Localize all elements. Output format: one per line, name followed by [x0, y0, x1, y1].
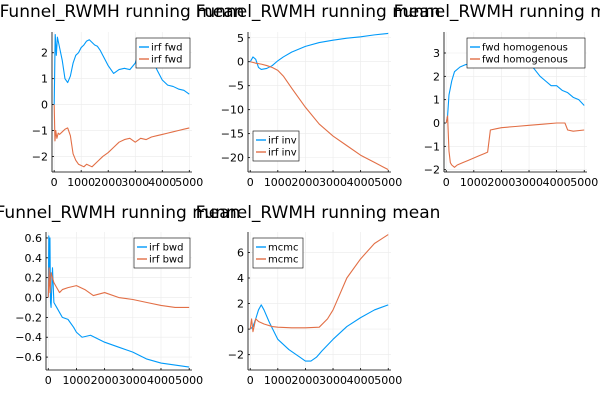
x-tick-label: 3000	[119, 374, 147, 387]
x-tick-label: 2000	[291, 374, 319, 387]
y-tick-label: −1	[424, 140, 440, 153]
chart-title: Funnel_RWMH running mean	[196, 2, 441, 22]
x-tick-label: 1000	[460, 176, 488, 189]
subplot-3: 0 1000 2000 3000 4000 5000 −2 −1 0 1 2 3 fwd homogen…	[424, 32, 598, 189]
x-tick-label: 5000	[570, 176, 598, 189]
x-tick-label: 5000	[175, 374, 203, 387]
x-tick-label: 4000	[347, 374, 375, 387]
legend-label: irf inv	[268, 136, 297, 147]
series-line-1	[249, 304, 389, 362]
x-tick-label: 5000	[374, 176, 402, 189]
legend-box	[135, 37, 191, 69]
y-tick-label: −0.4	[15, 331, 42, 344]
y-tick-label: −2	[228, 349, 244, 362]
series-line-2	[250, 61, 389, 171]
x-tick-label: 3000	[319, 176, 347, 189]
y-tick-label: 0.6	[25, 232, 43, 245]
x-tick-label: 2000	[94, 176, 122, 189]
y-tick-label: 1	[433, 94, 440, 107]
y-tick-label: 0	[433, 117, 440, 130]
x-tick-label: 5000	[374, 374, 402, 387]
legend-label: irf bwd	[149, 243, 183, 254]
subplot-4: 0 1000 2000 3000 4000 5000 −0.6 −0.4 −0.2 0.0 0.2 0…	[15, 232, 203, 387]
y-tick-label: 0	[41, 99, 48, 112]
chart-title: Funnel_RWMH running mean	[196, 203, 441, 223]
x-tick-label: 2000	[91, 374, 119, 387]
y-tick-label: 0	[237, 323, 244, 336]
x-tick-label: 2000	[487, 176, 515, 189]
legend-label: irf fwd	[151, 55, 182, 66]
x-tick-label: 4000	[147, 374, 175, 387]
x-tick-label: 3000	[319, 374, 347, 387]
x-tick-label: 3000	[121, 176, 149, 189]
y-tick-label: −15	[221, 128, 244, 141]
legend-label: irf bwd	[149, 255, 183, 266]
legend-label: mcmc	[268, 243, 298, 254]
legend-label: irf inv	[268, 148, 297, 159]
series-line-2	[53, 104, 190, 168]
x-tick-label: 1000	[264, 176, 292, 189]
x-tick-label: 0	[247, 374, 254, 387]
y-tick-label: 0	[237, 56, 244, 69]
x-tick-label: 4000	[148, 176, 176, 189]
chart-title: Funnel_RWMH running mean	[0, 2, 244, 22]
x-tick-label: 1000	[67, 176, 95, 189]
series-line-2	[249, 234, 389, 333]
y-tick-label: 3	[433, 47, 440, 60]
chart-title: Funnel_RWMH running mean	[0, 203, 240, 223]
subplot-2: 0 1000 2000 3000 4000 5000 −20 −15 −10 −5 0 5 irf in…	[221, 32, 402, 189]
y-tick-label: 0.0	[25, 292, 43, 305]
y-tick-label: 4	[237, 272, 244, 285]
y-tick-label: 2	[433, 70, 440, 83]
y-tick-label: 2	[41, 47, 48, 60]
y-tick-label: −1	[32, 125, 48, 138]
y-tick-label: −20	[221, 152, 244, 165]
x-tick-label: 0	[247, 176, 254, 189]
y-tick-label: −10	[221, 104, 244, 117]
x-tick-label: 1000	[264, 374, 292, 387]
y-tick-label: 1	[41, 73, 48, 86]
legend-label: mcmc	[268, 255, 298, 266]
x-tick-label: 3000	[515, 176, 543, 189]
x-tick-label: 2000	[291, 176, 319, 189]
y-tick-label: −2	[32, 150, 48, 163]
y-tick-label: 2	[237, 298, 244, 311]
x-tick-label: 0	[443, 176, 450, 189]
series-line-2	[47, 267, 190, 309]
x-tick-label: 4000	[543, 176, 571, 189]
y-tick-label: −5	[228, 80, 244, 93]
y-tick-label: 5	[237, 32, 244, 45]
chart-title: Funnel_RWMH running mean	[394, 2, 600, 22]
y-tick-label: −2	[424, 164, 440, 177]
x-tick-label: 0	[45, 374, 52, 387]
x-tick-label: 0	[51, 176, 58, 189]
legend-box	[133, 237, 191, 269]
y-tick-label: −0.2	[15, 311, 42, 324]
y-tick-label: 6	[237, 246, 244, 259]
series-line-2	[445, 115, 585, 168]
legend-box	[252, 237, 304, 269]
series-line-1	[249, 32, 389, 70]
y-tick-label: 0.4	[25, 252, 43, 265]
legend-box	[252, 130, 300, 162]
legend-label: fwd homogenous	[482, 43, 568, 54]
y-tick-label: −0.6	[15, 351, 42, 364]
legend-label: irf fwd	[151, 43, 182, 54]
y-tick-label: 0.2	[25, 272, 43, 285]
x-tick-label: 4000	[347, 176, 375, 189]
legend-label: fwd homogenous	[482, 55, 568, 66]
x-tick-label: 5000	[175, 176, 203, 189]
x-tick-label: 1000	[62, 374, 90, 387]
legend-box	[466, 37, 586, 69]
